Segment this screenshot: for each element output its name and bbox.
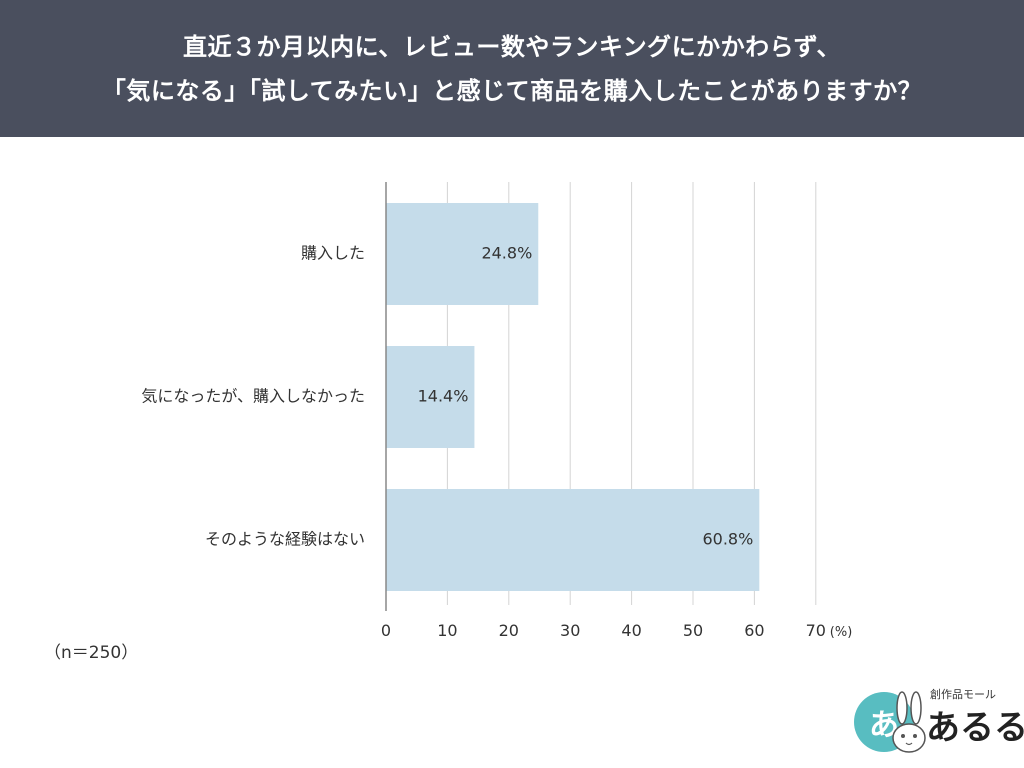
title-line-2: 「気になる」「試してみたい」と感じて商品を購入したことがありますか？	[101, 76, 923, 105]
category-label-0: 購入した	[301, 244, 365, 263]
logo-tagline: 創作品モール	[930, 688, 996, 701]
x-tick-label-0: 0	[381, 621, 391, 640]
x-tick-label-50: 50	[683, 621, 703, 640]
sample-size-note: （n＝250）	[44, 643, 139, 663]
x-tick-label-40: 40	[621, 621, 641, 640]
bar-1	[386, 346, 475, 448]
x-tick-label-20: 20	[499, 621, 519, 640]
x-tick-label-10: 10	[437, 621, 457, 640]
value-label-2: 60.8%	[702, 530, 753, 549]
bar-2	[386, 489, 760, 591]
x-tick-label-60: 60	[744, 621, 764, 640]
value-label-0: 24.8%	[481, 244, 532, 263]
bar-0	[386, 203, 539, 305]
x-tick-label-70: 70	[806, 621, 826, 640]
category-label-1: 気になったが、購入しなかった	[141, 387, 365, 406]
title-line-1: 直近３か月以内に、レビュー数やランキングにかかわらず、	[183, 32, 841, 61]
x-unit-label: (%)	[830, 625, 853, 640]
logo-wordmark: あるる	[926, 708, 1024, 748]
title-banner: 直近３か月以内に、レビュー数やランキングにかかわらず、 「気になる」「試してみた…	[0, 0, 1024, 137]
brand-logo: あ 創作品モール あるる	[850, 686, 1024, 766]
x-tick-label-30: 30	[560, 621, 580, 640]
rabbit-icon	[892, 691, 926, 753]
value-label-1: 14.4%	[418, 387, 469, 406]
category-label-2: そのような経験はない	[205, 530, 365, 549]
